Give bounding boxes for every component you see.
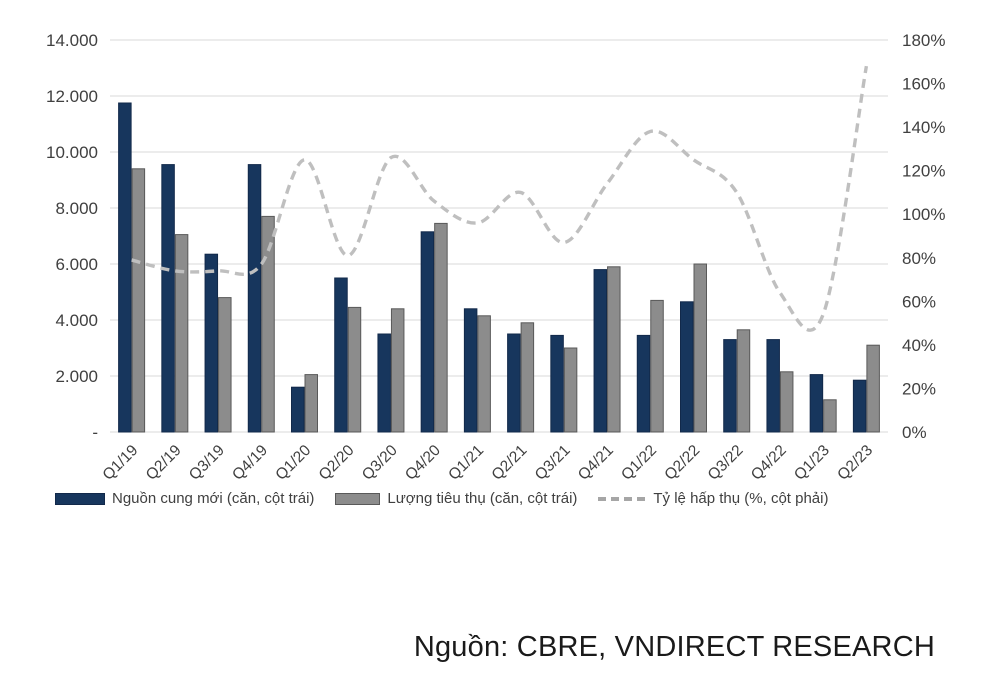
bar-new-supply	[334, 277, 348, 433]
bar-new-supply	[636, 334, 651, 433]
absorption-rate-line	[131, 65, 869, 332]
x-axis-label: Q2/22	[661, 442, 703, 484]
y-axis-right-label: 160%	[902, 75, 945, 94]
legend-item-absorption: Tỷ lệ hấp thụ (%, cột phải)	[598, 490, 828, 507]
x-axis-label: Q4/19	[229, 442, 271, 484]
x-axis-label: Q3/22	[705, 442, 747, 484]
x-axis-label: Q2/20	[316, 442, 358, 484]
source-note: Nguồn: CBRE, VNDIRECT RESEARCH	[413, 631, 935, 663]
y-axis-right-label: 80%	[902, 249, 936, 268]
x-axis-label: Q3/21	[532, 442, 574, 484]
bar-consumption	[866, 344, 880, 433]
dashed-line-swatch-icon	[598, 496, 647, 501]
bar-consumption	[174, 234, 189, 433]
navy-bar-swatch-icon	[55, 492, 105, 505]
x-axis-label: Q4/21	[575, 442, 617, 484]
y-axis-left-label: 8.000	[55, 199, 98, 218]
x-axis-label: Q1/19	[100, 442, 142, 484]
y-axis-left-label: 12.000	[46, 87, 98, 106]
bar-new-supply	[204, 253, 219, 433]
x-axis-label: Q4/22	[748, 442, 790, 484]
legend-item-consumption: Lượng tiêu thụ (căn, cột trái)	[335, 490, 577, 507]
bar-new-supply	[507, 333, 521, 433]
bar-consumption	[693, 263, 707, 433]
bar-new-supply	[723, 339, 737, 433]
legend-item-new-supply: Nguồn cung mới (căn, cột trái)	[55, 490, 314, 507]
x-axis-label: Q4/20	[402, 442, 444, 484]
bar-new-supply	[463, 308, 478, 433]
y-axis-left-label: -	[92, 423, 98, 442]
bar-consumption	[736, 329, 751, 433]
y-axis-right-label: 60%	[902, 292, 936, 311]
x-axis-label: Q1/22	[618, 442, 660, 484]
x-axis-label: Q2/19	[143, 442, 185, 484]
y-axis-right-label: 120%	[902, 162, 945, 181]
bar-new-supply	[377, 333, 391, 433]
x-axis-label: Q2/21	[489, 442, 531, 484]
y-axis-left-label: 2.000	[55, 367, 98, 386]
bar-new-supply	[852, 379, 867, 433]
y-axis-right-label: 140%	[902, 118, 945, 137]
y-axis-left-label: 14.000	[46, 31, 98, 50]
x-axis-label: Q1/20	[272, 442, 314, 484]
combo-chart: - 2.000 4.000 6.000 8.000 10.000 12.000 14.000 0…	[46, 31, 945, 484]
y-axis-left-label: 6.000	[55, 255, 98, 274]
bar-consumption	[390, 308, 405, 433]
y-axis-right-label: 40%	[902, 336, 936, 355]
y-axis-right-label: 0%	[902, 423, 927, 442]
x-axis-label: Q2/23	[834, 442, 876, 484]
x-axis-label: Q3/20	[359, 442, 401, 484]
bar-consumption	[434, 222, 448, 433]
bar-consumption	[823, 399, 837, 433]
bar-new-supply	[420, 231, 435, 433]
bar-consumption	[261, 215, 275, 433]
y-axis-right-label: 100%	[902, 205, 945, 224]
y-axis-right-label: 180%	[902, 31, 945, 50]
gray-bar-swatch-icon	[335, 492, 381, 505]
bar-consumption	[304, 374, 318, 433]
bar-new-supply	[593, 269, 608, 433]
bar-consumption	[607, 266, 621, 433]
bar-consumption	[131, 168, 146, 433]
legend-label-consumption: Lượng tiêu thụ (căn, cột trái)	[387, 490, 578, 507]
bar-new-supply	[118, 102, 132, 433]
bar-new-supply	[247, 164, 262, 433]
bar-consumption	[218, 297, 232, 433]
bar-new-supply	[809, 374, 824, 433]
bar-consumption	[650, 299, 664, 433]
y-axis-left-label: 10.000	[46, 143, 98, 162]
bar-new-supply	[680, 301, 694, 433]
bar-consumption	[347, 306, 362, 433]
bar-new-supply	[161, 164, 175, 433]
x-axis-label: Q3/19	[186, 442, 228, 484]
legend-label-absorption: Tỷ lệ hấp thụ (%, cột phải)	[653, 490, 829, 507]
legend-label-new-supply: Nguồn cung mới (căn, cột trái)	[112, 490, 315, 507]
bar-new-supply	[766, 339, 780, 433]
x-axis-label: Q1/21	[445, 442, 487, 484]
bar-consumption	[520, 322, 535, 433]
x-axis-label: Q1/23	[791, 442, 833, 484]
bar-new-supply	[550, 334, 564, 433]
y-axis-left-label: 4.000	[55, 311, 98, 330]
bar-consumption	[563, 347, 578, 433]
chart-legend: Nguồn cung mới (căn, cột trái) Lượng tiê…	[55, 490, 828, 507]
bar-consumption	[477, 315, 491, 433]
y-axis-right-label: 20%	[902, 379, 936, 398]
bar-new-supply	[291, 386, 305, 433]
bar-consumption	[779, 371, 794, 433]
